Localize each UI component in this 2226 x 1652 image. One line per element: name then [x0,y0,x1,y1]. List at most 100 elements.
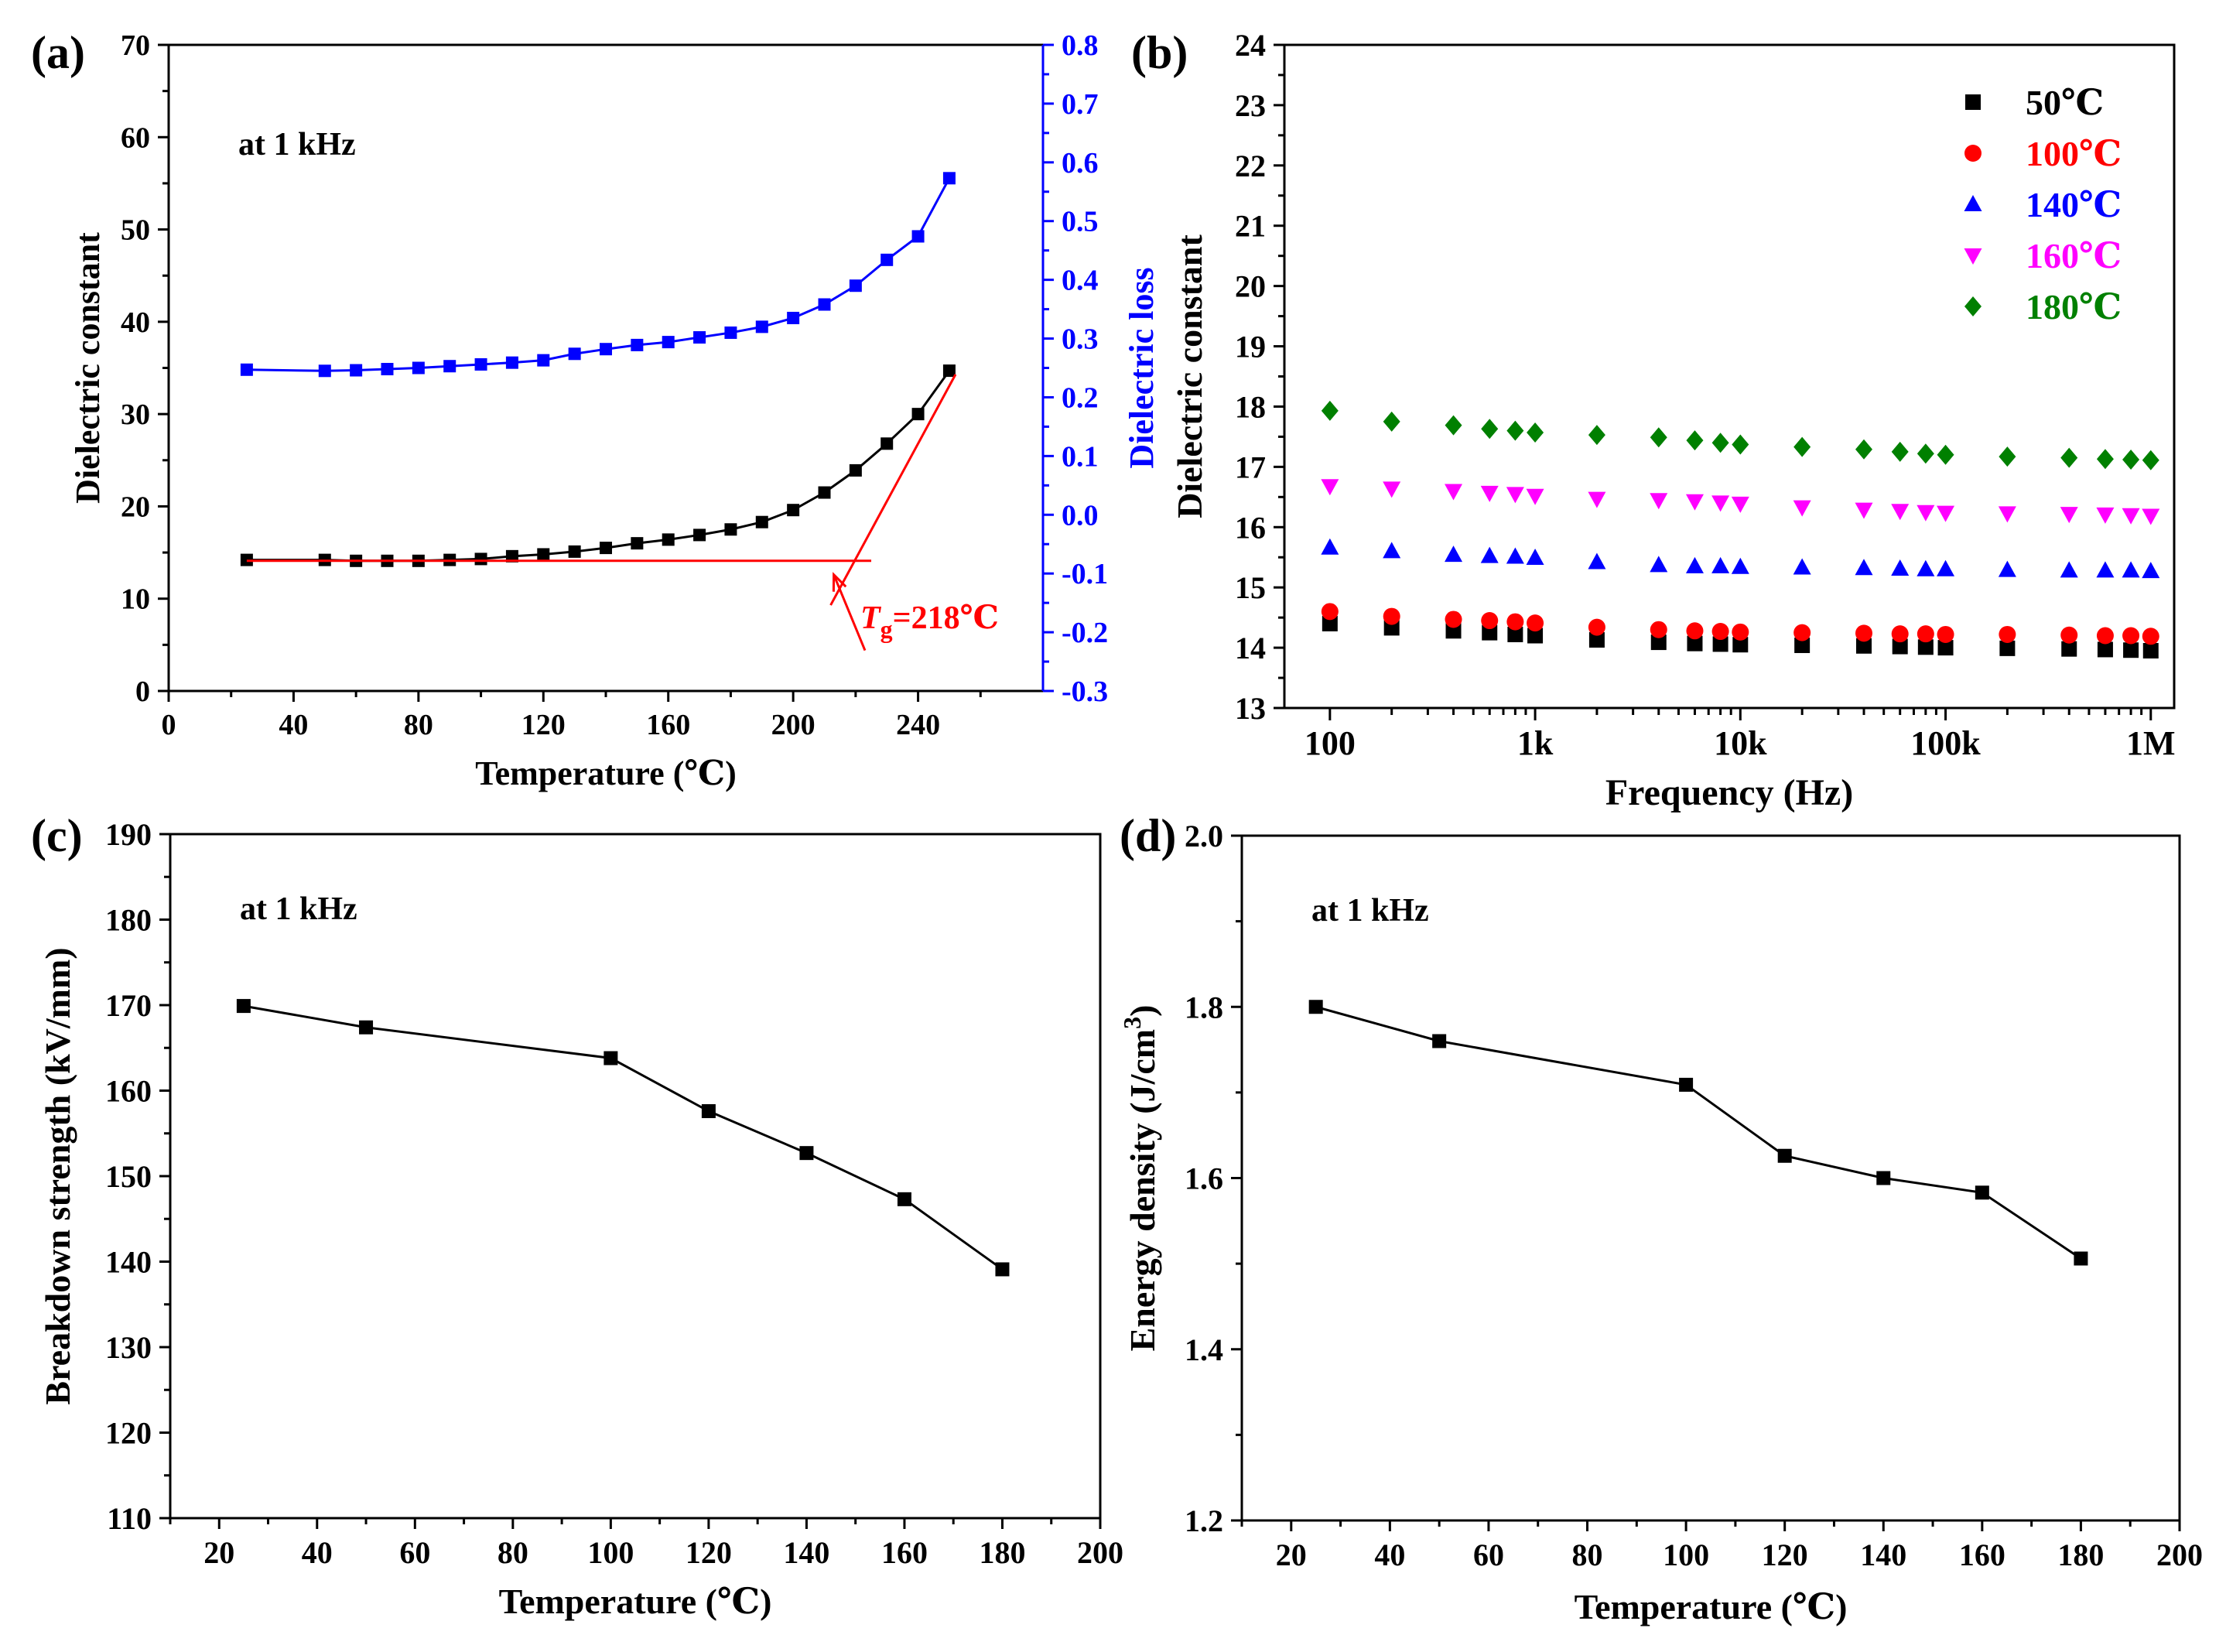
c-xtick-label: 40 [302,1535,333,1570]
b-data-point [1794,637,1811,653]
b-data-point [1650,556,1668,573]
a-tg-arrow-head [832,572,847,592]
a-data-point [474,357,487,371]
a-data-point [443,360,456,373]
a-y2tick-label: -0.1 [1062,558,1108,590]
b-ytick-label: 20 [1235,269,1266,304]
a-data-point [911,408,925,421]
b-data-point [2142,450,2159,470]
b-data-point [1917,639,1934,655]
b-data-point [1445,546,1463,563]
d-data-point [2074,1251,2088,1266]
b-data-point [1383,481,1401,498]
b-legend-marker [1964,248,1982,265]
b-data-point [1321,400,1339,421]
b-data-point [1855,439,1872,460]
b-data-point [1322,615,1338,631]
d-xtick-label: 180 [2057,1537,2104,1572]
a-data-point [880,253,894,266]
a-y2tick-label: 0.4 [1062,265,1099,297]
a-ytick-label: 60 [121,121,150,154]
b-data-point [2096,507,2115,524]
d-annotation: at 1 kHz [1311,893,1429,929]
a-data-point [755,515,768,528]
c-xtick-label: 100 [587,1535,634,1570]
panel-label-a: (a) [31,27,85,78]
b-xtick-label: 100 [1304,724,1356,762]
b-data-point [1999,625,2016,643]
b-data-point [1650,634,1667,651]
b-data-point [1891,504,1910,521]
d-data-point [1975,1185,1989,1200]
b-data-point [1855,502,1873,519]
d-ylabel-tail: ) [1123,1005,1162,1017]
a-y2tick-label: 0.0 [1062,499,1099,532]
b-data-point [1482,624,1498,641]
a-data-point [724,523,737,536]
c-data-point [604,1051,618,1065]
b-data-point [1998,560,2016,577]
b-data-point [1711,495,1730,512]
b-data-point [1685,494,1704,511]
a-data-point [787,504,800,517]
c-ytick-label: 150 [105,1159,152,1194]
b-xtick-label: 10k [1714,724,1767,762]
b-ylabel: Dielectric constant [1170,234,1209,518]
c-xtick-label: 80 [498,1535,528,1570]
b-data-point [1732,434,1749,455]
c-data-point [236,999,251,1014]
a-y2tick-label: 0.1 [1062,440,1099,473]
b-data-point [1937,625,1954,643]
b-data-point [1687,635,1703,652]
a-data-point [537,354,550,367]
b-data-point [1937,444,1954,465]
d-xtick-label: 20 [1276,1537,1307,1572]
a-data-point [412,361,425,375]
a-data-point [631,338,644,351]
d-ytick-label: 1.6 [1185,1161,1223,1196]
d-xtick-label: 80 [1572,1537,1603,1572]
b-data-point [2142,508,2160,525]
c-ytick-label: 160 [105,1074,152,1109]
a-xtick-label: 0 [162,709,176,741]
c-data-point [995,1262,1010,1277]
b-data-point [2096,449,2114,470]
a-tg-value: =218℃ [893,600,999,636]
b-data-point [1732,637,1749,653]
b-data-point [1937,505,1955,522]
b-data-point [1506,613,1524,631]
a-tg-subscript: g [880,615,893,643]
b-data-point [2060,507,2078,524]
a-xtick-label: 80 [404,709,433,741]
b-ytick-label: 22 [1235,149,1266,183]
b-data-point [1999,446,2016,467]
a-tg-arrow-line [833,574,867,652]
d-xtick-label: 200 [2156,1537,2203,1572]
b-legend-marker [1964,195,1982,211]
b-data-point [1891,625,1909,643]
chart-panel-a: 0 40 80 120 160 200 240 0 10 20 30 40 50 60 70 -0.3 -0.2… [69,29,1161,792]
b-data-point [1793,500,1811,517]
b-data-point [1527,422,1544,443]
a-tangent-line [829,374,957,606]
a-tg-symbol: T [860,600,882,636]
a-data-point [631,537,644,550]
a-data-point [474,552,487,566]
a-data-point [600,343,612,356]
d-ytick-label: 2.0 [1185,819,1223,853]
d-ytick-label: 1.4 [1185,1332,1223,1367]
a-tg-label: Tg=218℃ [860,600,999,643]
d-data-point [1876,1171,1891,1185]
b-legend-label: 140℃ [2026,185,2122,224]
a-data-point [662,336,675,349]
b-data-point [1383,620,1400,636]
a-y2tick-label: 0.5 [1062,206,1099,238]
b-ytick-label: 24 [1235,28,1266,63]
b-data-point [2096,627,2114,645]
a-data-point [787,311,800,324]
a-data-point [350,364,363,377]
a-y2label: Dielectric loss [1123,267,1161,468]
b-data-point [1793,558,1811,575]
a-y2tick-label: -0.2 [1062,617,1108,649]
